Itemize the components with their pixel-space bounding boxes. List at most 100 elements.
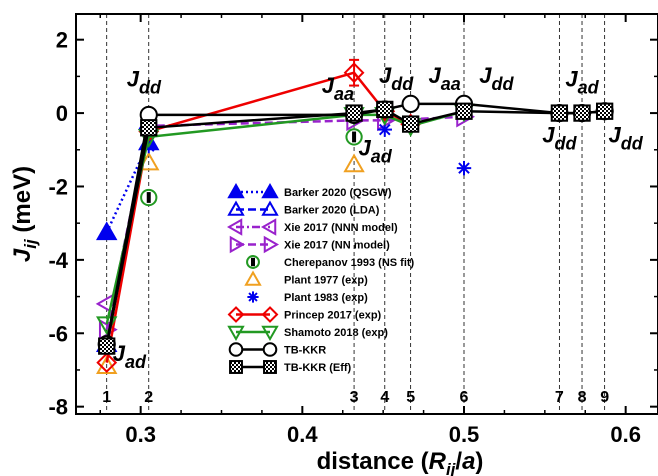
shell-label-8: 8 — [578, 389, 587, 406]
legend-marker — [244, 270, 262, 286]
shell-label-1: 1 — [102, 389, 111, 406]
data-point — [596, 102, 614, 120]
annotation-main: J — [358, 135, 371, 160]
annotation-4: Jdd — [479, 63, 514, 94]
annotation-main: J — [127, 67, 140, 92]
legend-label: Xie 2017 (NNN model) — [284, 222, 398, 234]
annotation-sub: aa — [441, 74, 461, 94]
legend-marker — [226, 218, 243, 236]
y-tick-label: 0 — [56, 101, 68, 126]
annotation-sub: dd — [491, 74, 514, 94]
y-tick-label: -8 — [48, 395, 68, 420]
legend-marker — [246, 255, 260, 269]
legend-marker — [260, 218, 277, 236]
x-tick-label: 0.5 — [449, 422, 480, 447]
legend-label: Princep 2017 (exp) — [284, 310, 382, 322]
legend-marker — [261, 306, 279, 323]
legend-label: Cherepanov 1993 (NS fit) — [284, 257, 415, 269]
data-point — [140, 188, 158, 207]
annotation-main: J — [113, 341, 126, 366]
legend-marker — [261, 182, 279, 199]
shell-label-7: 7 — [555, 389, 564, 406]
series-4 — [140, 128, 363, 207]
annotation-main: J — [379, 63, 392, 88]
shell-label-3: 3 — [350, 389, 359, 406]
y-tick-label: -2 — [48, 174, 68, 199]
legend-marker — [229, 360, 243, 374]
annotation-6: Jad — [358, 135, 392, 166]
x-tick-label: 0.4 — [287, 422, 318, 447]
legend-label: TB-KKR (Eff) — [284, 362, 352, 374]
legend-label: Barker 2020 (LDA) — [284, 205, 380, 217]
shell-label-4: 4 — [380, 389, 389, 406]
data-point — [455, 102, 473, 120]
legend-marker — [261, 200, 279, 216]
shell-label-6: 6 — [460, 389, 469, 406]
shell-label-9: 9 — [600, 389, 609, 406]
legend-label: Xie 2017 (NN model) — [284, 240, 390, 252]
legend-marker — [263, 360, 277, 374]
series-line — [105, 141, 150, 233]
annotation-sub: ad — [371, 146, 393, 166]
legend-marker — [227, 182, 245, 199]
annotation-2: Jdd — [379, 63, 414, 94]
legend-item-7: Princep 2017 (exp) — [227, 306, 382, 323]
data-point — [343, 153, 365, 173]
annotation-main: J — [565, 67, 578, 92]
x-tick-label: 0.3 — [125, 422, 156, 447]
series-10 — [98, 100, 614, 355]
annotation-7: Jdd — [542, 122, 577, 153]
legend-marker — [262, 342, 278, 357]
annotation-1: Jaa — [322, 73, 354, 104]
x-axis-title: distance (Rij/a) — [317, 448, 484, 476]
series-layer — [95, 58, 614, 375]
legend-marker — [227, 200, 245, 216]
legend: Barker 2020 (QSGW) Barker 2020 (LDA) Xie 2… — [226, 182, 415, 374]
legend-marker — [229, 235, 246, 254]
annotation-sub: dd — [139, 78, 162, 98]
legend-item-8: Shamoto 2018 (exp) — [227, 325, 388, 342]
legend-marker — [263, 235, 280, 254]
y-tick-label: 2 — [56, 28, 68, 53]
legend-item-0: Barker 2020 (QSGW) — [227, 182, 392, 199]
legend-item-10: TB-KKR (Eff) — [229, 360, 352, 374]
y-tick-label: -4 — [48, 248, 68, 273]
data-point — [345, 128, 363, 146]
legend-item-3: Xie 2017 (NN model) — [229, 235, 390, 254]
annotation-main: J — [479, 63, 492, 88]
data-point — [456, 160, 472, 176]
axis-ticks: 0.3 0.4 0.5 0.6 -8 -6 -4 -2 0 2 — [48, 14, 658, 447]
data-point — [95, 221, 118, 241]
annotation-sub: aa — [334, 84, 354, 104]
legend-marker — [227, 306, 245, 323]
annotation-9: Jad — [113, 341, 147, 372]
legend-marker — [261, 325, 279, 342]
data-point — [573, 104, 591, 122]
legend-label: Shamoto 2018 (exp) — [284, 327, 388, 339]
data-point — [96, 352, 118, 374]
series-6 — [141, 122, 472, 176]
y-tick-label: -6 — [48, 321, 68, 346]
data-point — [401, 94, 420, 114]
legend-item-9: TB-KKR — [228, 342, 326, 357]
legend-item-5: Plant 1977 (exp) — [244, 270, 368, 287]
annotation-sub: dd — [391, 74, 414, 94]
legend-label: Plant 1983 (exp) — [284, 292, 368, 304]
shell-label-5: 5 — [406, 389, 415, 406]
data-point — [550, 104, 569, 122]
annotation-sub: dd — [621, 133, 644, 153]
legend-marker — [228, 342, 244, 357]
legend-label: Barker 2020 (QSGW) — [284, 187, 392, 199]
data-point — [376, 100, 394, 119]
annotation-sub: dd — [555, 133, 578, 153]
legend-label: TB-KKR — [284, 345, 326, 357]
y-axis-title: Jij (meV) — [9, 166, 40, 262]
annotation-main: J — [609, 122, 622, 147]
plot-frame — [75, 13, 658, 415]
legend-marker — [247, 291, 259, 303]
annotation-sub: ad — [125, 352, 147, 372]
annotation-main: J — [542, 122, 555, 147]
data-point — [95, 355, 118, 375]
